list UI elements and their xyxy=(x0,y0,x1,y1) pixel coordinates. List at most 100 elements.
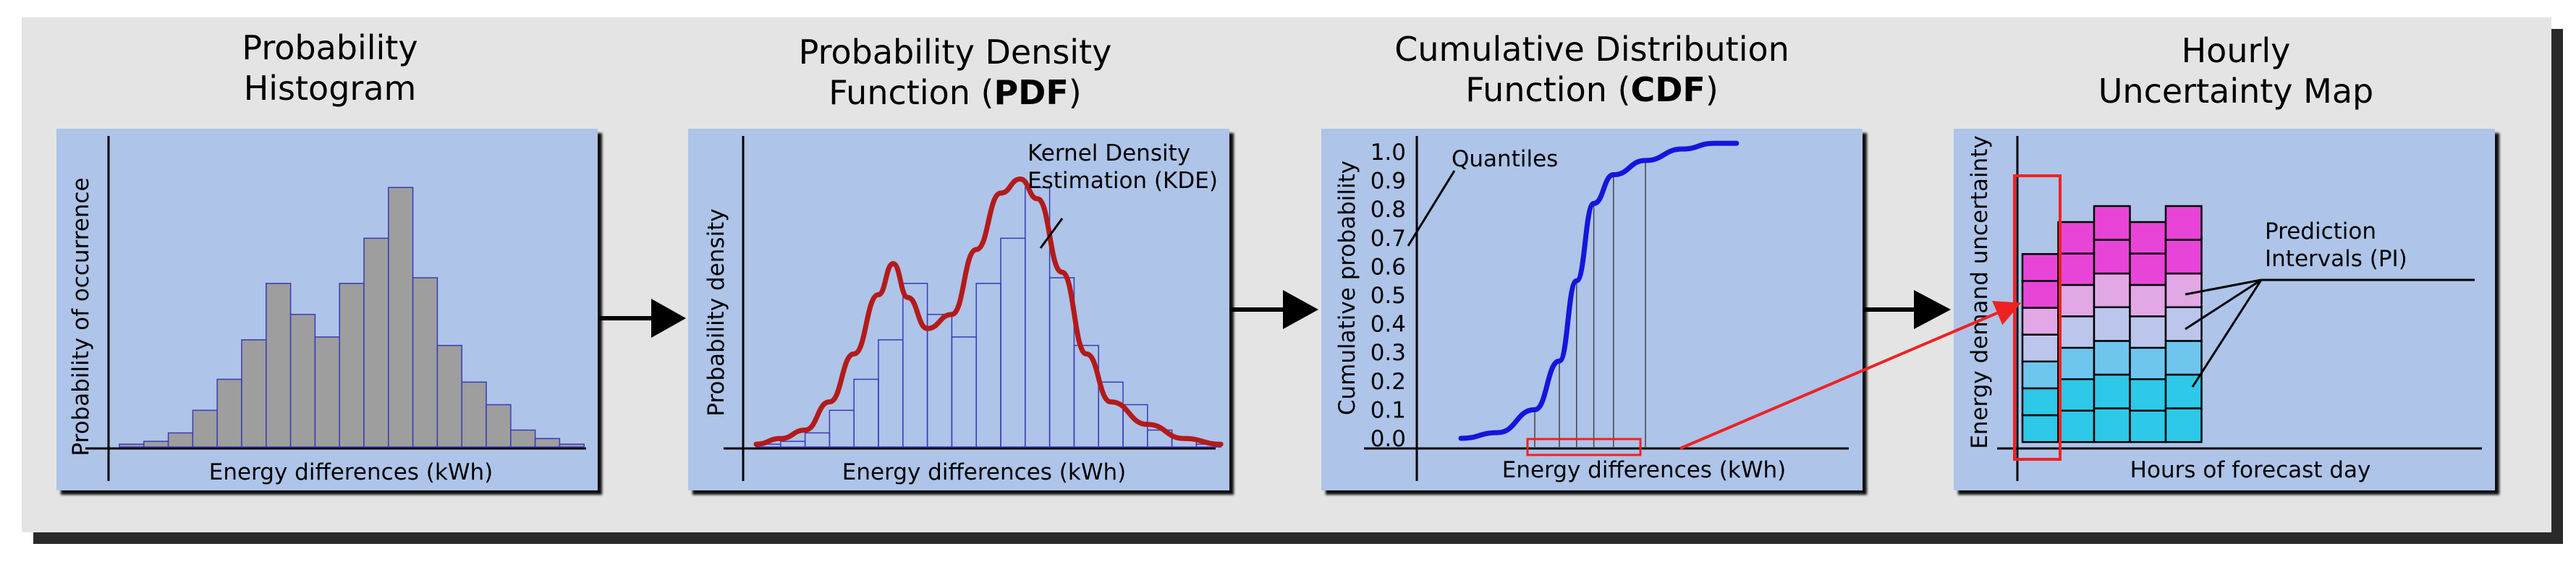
kde-annotation: Kernel Density Estimation (KDE) xyxy=(1028,140,1218,194)
title-cdf-pre: Cumulative Distribution Function ( xyxy=(1394,30,1789,109)
hist-bar xyxy=(266,283,292,448)
unc-x-label: Hours of forecast day xyxy=(2130,457,2371,483)
cdf-quantile-lines xyxy=(1534,160,1646,447)
hist-bar xyxy=(119,443,145,448)
title-pdf-pre: Probability Density Function ( xyxy=(798,33,1112,112)
interval-cell xyxy=(2164,205,2203,241)
hist-bar xyxy=(143,440,169,448)
cdf-y-tick-label: 0.3 xyxy=(1370,340,1406,366)
interval-cell xyxy=(2093,272,2131,308)
interval-cell xyxy=(2164,340,2203,376)
interval-cell xyxy=(2057,284,2096,318)
unc-y-label: Energy demand uncertainty xyxy=(1967,135,1993,449)
flow-arrow-3 xyxy=(1863,290,1951,329)
pdf-y-label: Probability density xyxy=(703,208,729,416)
cdf-y-tick-label: 0.1 xyxy=(1370,397,1406,423)
interval-cell xyxy=(2164,407,2203,443)
interval-cell xyxy=(2129,346,2167,380)
cdf-y-label: Cumulative probability xyxy=(1334,161,1360,415)
interval-cell xyxy=(2021,307,2059,336)
quantiles-annotation: Quantiles xyxy=(1452,146,1558,172)
title-cdf-bold: CDF xyxy=(1630,70,1706,109)
interval-cell xyxy=(2129,221,2167,255)
hist-bar xyxy=(241,339,267,448)
title-histogram: Probability Histogram xyxy=(242,28,418,108)
hist-bar xyxy=(167,432,194,448)
cdf-y-tick-label: 0.5 xyxy=(1370,283,1406,309)
hist-bar xyxy=(461,381,487,448)
hist-bar xyxy=(314,336,340,448)
panel-cdf xyxy=(1321,129,1863,490)
interval-cell xyxy=(2164,272,2203,308)
flow-arrow-1 xyxy=(598,299,686,338)
title-pdf-post: ) xyxy=(1068,73,1082,112)
pi-leader-lines xyxy=(2185,278,2475,388)
title-pdf: Probability Density Function (PDF) xyxy=(666,32,1245,113)
title-uncertainty: Hourly Uncertainty Map xyxy=(2098,31,2374,111)
cdf-y-tick-label: 0.6 xyxy=(1370,254,1406,280)
interval-cell xyxy=(2021,387,2059,417)
interval-cell xyxy=(2021,252,2059,282)
kde-leader-line xyxy=(1039,218,1064,249)
hist-bar xyxy=(559,443,585,448)
interval-cell xyxy=(2057,315,2096,349)
cdf-y-tick-label: 1.0 xyxy=(1370,140,1406,166)
interval-cell xyxy=(2021,360,2059,390)
hist-x-label: Energy differences (kWh) xyxy=(209,459,493,485)
hist-bar xyxy=(363,237,389,448)
pdf-bars xyxy=(755,187,1221,448)
hist-bar xyxy=(388,187,414,448)
interval-cell xyxy=(2129,252,2167,286)
interval-cell xyxy=(2129,284,2167,318)
interval-cell xyxy=(2021,414,2059,443)
hist-bar xyxy=(412,277,438,448)
hist-bar xyxy=(534,438,561,448)
interval-cell xyxy=(2021,333,2059,363)
hist-bar xyxy=(486,404,512,448)
quantiles-leader-line xyxy=(1407,170,1456,247)
hist-y-label: Probability of occurrence xyxy=(68,177,94,456)
cdf-chart: 0.0 0.10.2 0.30.4 0.5 0.60.7 0.80.9 1.0 Quanti… xyxy=(1334,136,1849,483)
cdf-y-tick-label: 0.0 xyxy=(1370,426,1406,452)
pi-annotation-line-2: Intervals (PI) xyxy=(2265,246,2407,272)
cdf-highlight-box xyxy=(1526,438,1642,456)
cdf-y-tick-label: 0.7 xyxy=(1370,226,1406,252)
interval-cell xyxy=(2129,315,2167,349)
cdf-y-tick-label: 0.2 xyxy=(1370,369,1406,395)
interval-cell xyxy=(2093,306,2131,342)
kde-annotation-line-1: Kernel Density xyxy=(1028,140,1190,166)
histogram-chart: Energy differences (kWh) Probability of … xyxy=(68,136,586,485)
hist-bar xyxy=(510,429,536,448)
interval-cell xyxy=(2057,346,2096,380)
cdf-x-label: Energy differences (kWh) xyxy=(1502,457,1786,483)
cdf-curve xyxy=(1458,140,1740,441)
interval-cell xyxy=(2129,409,2167,443)
interval-cell xyxy=(2093,239,2131,275)
interval-cell xyxy=(2057,378,2096,412)
interval-cell xyxy=(2164,239,2203,275)
cdf-y-tick-label: 0.9 xyxy=(1370,169,1406,195)
hist-bar xyxy=(436,344,462,448)
interval-cell xyxy=(2129,378,2167,412)
uncertainty-chart: Prediction Intervals (PI) Hours of forec… xyxy=(1967,135,2482,483)
interval-cell xyxy=(2093,340,2131,376)
hist-bar xyxy=(289,313,316,448)
interval-cell xyxy=(2057,409,2096,443)
pdf-x-label: Energy differences (kWh) xyxy=(842,459,1126,485)
interval-cell xyxy=(2021,280,2059,309)
interval-cell xyxy=(2093,407,2131,443)
hist-bars xyxy=(119,187,585,448)
interval-cell xyxy=(2093,205,2131,241)
hist-bar xyxy=(192,409,218,448)
quantile-to-interval-arrow xyxy=(1679,301,2022,450)
title-pdf-bold: PDF xyxy=(993,73,1069,112)
hist-bar xyxy=(216,378,242,448)
interval-cell xyxy=(2164,306,2203,342)
unc-columns xyxy=(2021,205,2203,443)
hist-bar xyxy=(339,283,365,448)
interval-cell xyxy=(2057,252,2096,286)
cdf-y-tick-label: 0.8 xyxy=(1370,197,1406,223)
pdf-chart: Kernel Density Estimation (KDE) Energy d… xyxy=(703,136,1224,485)
pi-annotation-line-1: Prediction xyxy=(2265,218,2376,244)
